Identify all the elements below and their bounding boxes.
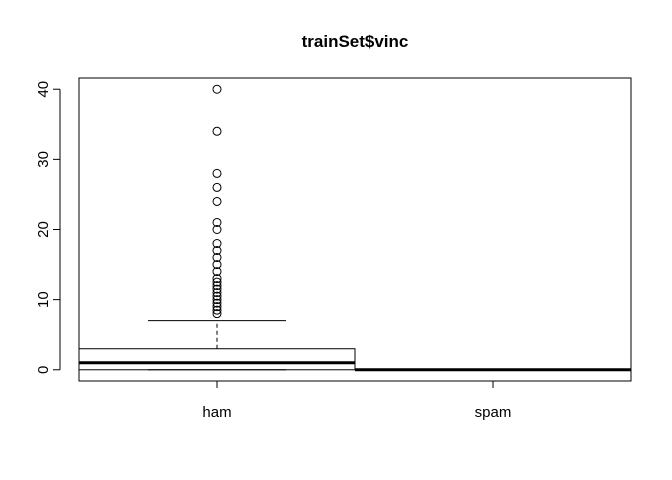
outlier-point <box>212 168 222 178</box>
plot-frame <box>78 77 632 382</box>
y-tick-label: 0 <box>35 366 52 374</box>
y-tick-label: 20 <box>35 221 52 238</box>
outlier-point <box>212 225 222 234</box>
outlier-point <box>212 267 222 277</box>
outlier-point <box>212 302 222 312</box>
iqr-box <box>78 348 356 371</box>
x-tick-label: ham <box>202 404 231 421</box>
outlier-point <box>212 217 222 227</box>
outlier-point <box>212 196 222 206</box>
outlier-point <box>212 298 222 308</box>
outlier-point <box>212 253 222 263</box>
y-tick-label: 10 <box>35 291 52 308</box>
outlier-point <box>212 291 222 301</box>
outlier-point <box>212 277 222 287</box>
outlier-point <box>212 281 222 291</box>
chart-title: trainSet$vinc <box>302 32 409 51</box>
outlier-point <box>212 84 222 94</box>
outlier-point <box>212 126 222 136</box>
outlier-point <box>212 284 222 294</box>
box-ham <box>78 84 356 371</box>
outlier-point <box>212 246 222 256</box>
x-tick-label: spam <box>475 404 512 421</box>
y-axis: 0 10 20 30 40 <box>35 81 61 374</box>
outlier-point <box>212 274 222 284</box>
outlier-point <box>212 309 222 319</box>
x-axis: ham spam <box>202 380 512 421</box>
outlier-point <box>212 260 222 270</box>
outlier-point <box>212 295 222 305</box>
outlier-point <box>212 288 222 298</box>
y-tick-label: 40 <box>35 81 52 98</box>
outlier-point <box>212 182 222 192</box>
outlier-point <box>212 305 222 315</box>
outlier-point <box>212 239 222 249</box>
y-tick-label: 30 <box>35 151 52 168</box>
boxes-layer <box>78 84 631 372</box>
